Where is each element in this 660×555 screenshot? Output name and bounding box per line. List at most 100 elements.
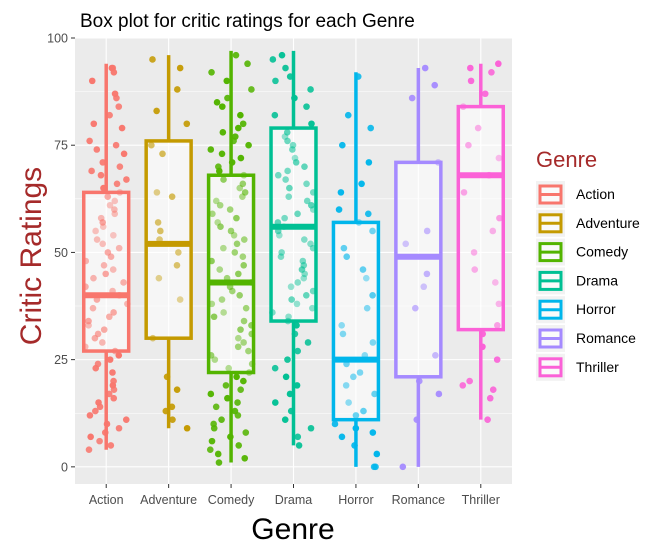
data-point	[361, 352, 369, 359]
data-point	[240, 339, 247, 346]
data-point	[358, 180, 365, 188]
data-point	[110, 386, 118, 393]
data-point	[148, 141, 155, 149]
data-point	[303, 197, 311, 205]
data-point	[122, 416, 130, 423]
data-point	[413, 416, 421, 423]
data-point	[271, 399, 279, 406]
data-point	[210, 313, 218, 321]
data-point	[331, 420, 339, 428]
data-point	[235, 442, 243, 449]
data-point	[291, 94, 298, 102]
data-point	[225, 364, 233, 372]
data-point	[365, 159, 373, 166]
data-point	[338, 433, 346, 441]
data-point	[309, 189, 317, 196]
data-point	[362, 274, 370, 282]
data-point	[107, 253, 115, 261]
data-point	[294, 347, 302, 355]
data-point	[301, 270, 308, 278]
data-point	[153, 107, 160, 115]
data-point	[228, 159, 236, 166]
data-point	[156, 236, 163, 243]
data-point	[173, 86, 181, 93]
data-point	[465, 141, 472, 149]
data-point	[173, 386, 181, 393]
data-point	[471, 266, 479, 273]
data-point	[232, 51, 240, 59]
data-point	[100, 326, 108, 333]
data-point	[423, 227, 431, 235]
data-point	[168, 193, 176, 200]
data-point	[245, 369, 253, 376]
data-point	[207, 390, 215, 398]
legend-label: Comedy	[576, 244, 628, 260]
data-point	[309, 206, 317, 213]
data-point	[369, 429, 377, 436]
box-adventure	[144, 55, 193, 429]
data-point	[213, 99, 221, 106]
data-point	[99, 240, 107, 248]
data-point	[237, 111, 244, 119]
data-point	[111, 347, 119, 355]
data-point	[106, 356, 114, 363]
data-point	[242, 304, 250, 312]
data-point	[293, 300, 301, 308]
data-point	[287, 407, 295, 415]
data-point	[272, 77, 279, 85]
data-point	[244, 60, 251, 68]
data-point	[301, 236, 308, 243]
data-point	[352, 412, 360, 419]
box-comedy	[206, 50, 256, 463]
data-point	[220, 309, 227, 316]
data-point	[124, 300, 131, 308]
data-point	[115, 352, 123, 359]
data-point	[223, 77, 231, 85]
data-point	[338, 322, 345, 329]
data-point	[248, 360, 256, 368]
data-point	[294, 433, 302, 441]
y-tick-label: 25	[54, 353, 68, 367]
data-point	[269, 309, 276, 316]
data-point	[96, 437, 103, 445]
data-point	[408, 94, 416, 102]
data-point	[496, 214, 503, 222]
data-point	[337, 189, 345, 196]
data-point	[421, 64, 429, 72]
data-point	[291, 330, 299, 338]
data-point	[412, 304, 419, 312]
data-point	[222, 382, 230, 389]
data-point	[467, 77, 475, 85]
data-point	[82, 283, 89, 291]
boxes	[81, 50, 506, 467]
data-point	[344, 111, 352, 119]
data-point	[105, 313, 113, 321]
data-point	[216, 167, 223, 175]
data-point	[343, 253, 351, 261]
y-tick-label: 75	[54, 139, 68, 153]
data-point	[149, 56, 156, 63]
data-point	[415, 377, 423, 385]
data-point	[495, 60, 502, 68]
data-point	[227, 433, 234, 441]
data-point	[308, 120, 315, 128]
data-point	[493, 356, 501, 363]
box-horror	[331, 72, 381, 467]
legend-label: Action	[576, 186, 615, 202]
data-point	[247, 279, 255, 286]
data-point	[85, 322, 92, 329]
data-point	[492, 279, 499, 286]
data-point	[234, 343, 242, 351]
data-point	[284, 137, 291, 145]
data-point	[176, 64, 184, 72]
data-point	[278, 249, 285, 256]
data-point	[90, 274, 97, 282]
data-point	[235, 124, 242, 132]
data-point	[214, 450, 222, 458]
data-point	[339, 141, 346, 149]
data-point	[234, 412, 242, 419]
x-tick-label: Comedy	[208, 493, 255, 507]
data-point	[90, 120, 98, 128]
data-point	[109, 369, 116, 376]
data-point	[81, 343, 89, 351]
